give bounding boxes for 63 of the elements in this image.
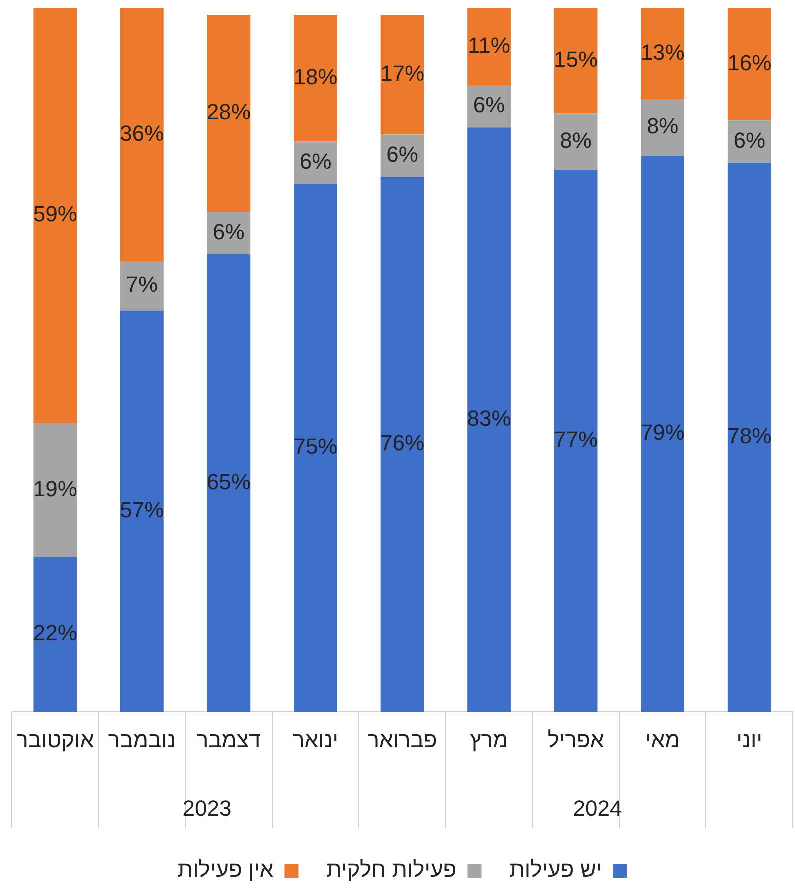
data-label: 79%: [640, 420, 685, 445]
data-label: 6%: [734, 128, 766, 153]
bar: [380, 176, 424, 712]
bar: [728, 8, 772, 121]
data-label: 11%: [468, 32, 510, 58]
bar: [554, 8, 598, 114]
bar: [554, 170, 598, 712]
data-label: 57%: [120, 497, 164, 522]
data-label: 6%: [300, 148, 332, 174]
x-tick-label: נובמבר: [108, 727, 176, 752]
x-tick-label: פברואר: [368, 727, 438, 752]
bar: [120, 261, 164, 311]
legend-label: יש פעילות: [510, 857, 602, 882]
data-label: 13%: [640, 40, 685, 65]
data-label: 28%: [206, 100, 251, 125]
bar: [641, 8, 685, 100]
bar: [294, 15, 338, 142]
x-tick-label: אוקטובר: [16, 727, 94, 752]
data-label: 76%: [380, 430, 425, 456]
bar: [468, 128, 511, 712]
data-label: 22%: [33, 620, 78, 646]
data-label: 78%: [728, 424, 772, 449]
data-label: 16%: [728, 50, 772, 76]
bar: [728, 162, 772, 712]
data-label: 77%: [554, 427, 598, 452]
x-tick-label: ינואר: [292, 727, 339, 752]
data-label: 15%: [554, 46, 598, 72]
x-tick-label: מרץ: [470, 727, 508, 752]
data-label: 83%: [467, 406, 512, 431]
bar: [120, 310, 164, 712]
data-label: 75%: [294, 434, 338, 460]
bar: [641, 156, 685, 712]
data-label: 18%: [294, 64, 338, 90]
bar: [34, 557, 78, 712]
data-label: 17%: [380, 60, 425, 86]
data-label: 8%: [646, 114, 679, 139]
bar: [34, 423, 78, 558]
x-tick-label: דצמבר: [196, 727, 262, 752]
data-label: 59%: [33, 202, 78, 227]
bar: [641, 100, 685, 156]
legend-label: אין פעילות: [178, 857, 274, 882]
data-label: 6%: [386, 142, 418, 167]
x-tick-label: יוני: [736, 727, 762, 752]
data-label: 6%: [473, 92, 506, 118]
bar: [120, 8, 164, 262]
data-label: 19%: [33, 476, 78, 502]
text: 2024: [573, 796, 622, 822]
bar: [207, 254, 251, 712]
data-label: 65%: [206, 469, 251, 494]
bar: [468, 8, 511, 86]
data-label: 8%: [560, 128, 592, 153]
data-label: 36%: [120, 120, 164, 146]
bar: [380, 15, 424, 135]
data-label: 7%: [126, 272, 158, 298]
data-label: 6%: [213, 219, 245, 244]
bar: [207, 15, 251, 212]
text: 2023: [182, 796, 232, 822]
legend-label: פעילות חלקית: [326, 857, 457, 882]
x-tick-label: אפריל: [548, 727, 604, 752]
bar: [554, 114, 598, 170]
bar: [34, 8, 78, 424]
bar: [294, 184, 338, 712]
x-tick-label: מאי: [646, 727, 680, 752]
